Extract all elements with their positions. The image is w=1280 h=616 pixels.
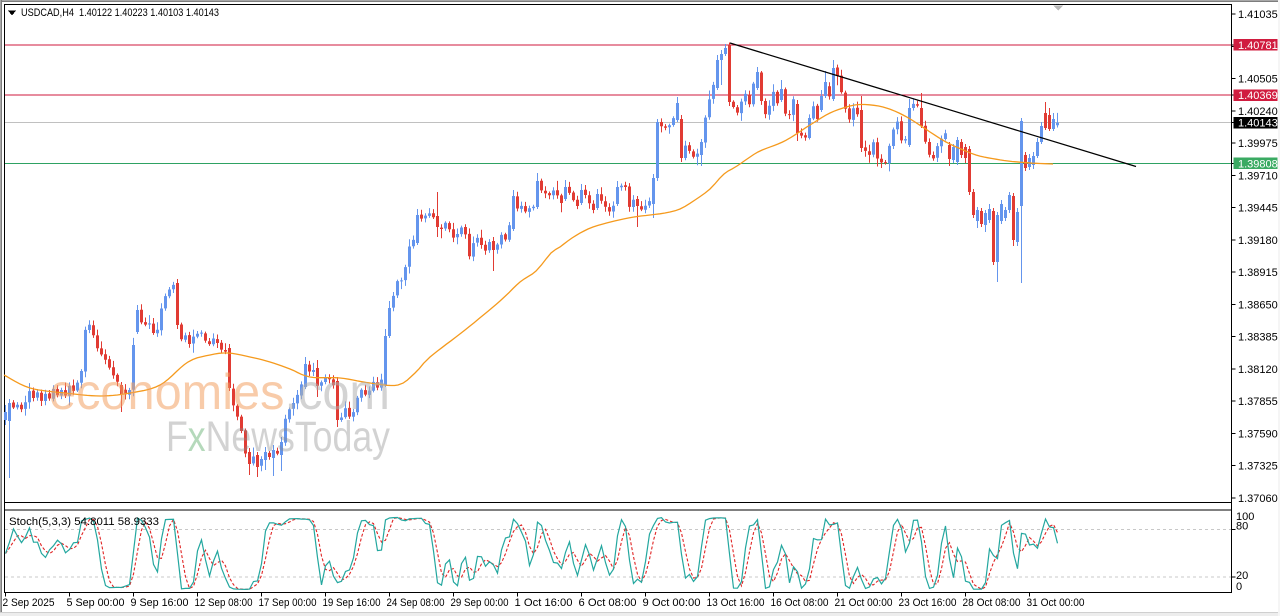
- svg-text:1.37325: 1.37325: [1238, 461, 1278, 473]
- svg-text:1.40240: 1.40240: [1238, 106, 1278, 118]
- svg-text:1.39808: 1.39808: [1238, 158, 1278, 170]
- svg-text:29 Sep 00:00: 29 Sep 00:00: [451, 597, 509, 609]
- svg-text:1.38650: 1.38650: [1238, 299, 1278, 311]
- svg-text:1.37060: 1.37060: [1238, 493, 1278, 505]
- svg-text:1.40505: 1.40505: [1238, 74, 1278, 86]
- svg-text:12 Sep 08:00: 12 Sep 08:00: [195, 597, 253, 609]
- svg-text:13 Oct 16:00: 13 Oct 16:00: [707, 597, 765, 609]
- svg-text:economies.com: economies.com: [49, 364, 390, 420]
- svg-text:9 Sep 16:00: 9 Sep 16:00: [131, 597, 189, 609]
- svg-text:17 Sep 00:00: 17 Sep 00:00: [259, 597, 317, 609]
- svg-text:0: 0: [1236, 581, 1242, 593]
- svg-text:28 Oct 08:00: 28 Oct 08:00: [963, 597, 1021, 609]
- svg-text:1.39975: 1.39975: [1238, 138, 1278, 150]
- svg-text:1.38120: 1.38120: [1238, 364, 1278, 376]
- svg-text:19 Sep 16:00: 19 Sep 16:00: [323, 597, 381, 609]
- svg-text:16 Oct 08:00: 16 Oct 08:00: [771, 597, 829, 609]
- svg-text:6 Oct 08:00: 6 Oct 08:00: [579, 597, 637, 609]
- svg-text:FxNewsToday: FxNewsToday: [166, 413, 390, 461]
- svg-text:1.37855: 1.37855: [1238, 396, 1278, 408]
- svg-text:1.39710: 1.39710: [1238, 170, 1278, 182]
- svg-text:1.38385: 1.38385: [1238, 332, 1278, 344]
- svg-text:1.40781: 1.40781: [1238, 40, 1278, 52]
- svg-text:1.40143: 1.40143: [1238, 118, 1278, 130]
- svg-text:80: 80: [1236, 521, 1248, 533]
- svg-text:100: 100: [1236, 511, 1254, 523]
- svg-text:5 Sep 00:00: 5 Sep 00:00: [67, 597, 125, 609]
- svg-text:1.40369: 1.40369: [1238, 90, 1278, 102]
- svg-text:1.37590: 1.37590: [1238, 429, 1278, 441]
- svg-text:1 Oct 16:00: 1 Oct 16:00: [515, 597, 573, 609]
- svg-text:Stoch(5,3,3) 54.8011 58.9333: Stoch(5,3,3) 54.8011 58.9333: [9, 516, 159, 528]
- svg-text:1.39180: 1.39180: [1238, 235, 1278, 247]
- svg-text:21 Oct 00:00: 21 Oct 00:00: [835, 597, 893, 609]
- svg-text:23 Oct 16:00: 23 Oct 16:00: [899, 597, 957, 609]
- svg-text:9 Oct 00:00: 9 Oct 00:00: [643, 597, 701, 609]
- svg-text:20: 20: [1236, 570, 1248, 582]
- svg-text:1.38915: 1.38915: [1238, 267, 1278, 279]
- svg-text:24 Sep 08:00: 24 Sep 08:00: [387, 597, 445, 609]
- svg-text:1.41035: 1.41035: [1238, 9, 1278, 21]
- svg-text:2 Sep 2025: 2 Sep 2025: [3, 597, 55, 609]
- svg-text:USDCAD,H4 1.40122 1.40223 1.4: USDCAD,H4 1.40122 1.40223 1.40103 1.4014…: [21, 7, 219, 19]
- svg-text:31 Oct 00:00: 31 Oct 00:00: [1027, 597, 1085, 609]
- svg-text:1.39445: 1.39445: [1238, 203, 1278, 215]
